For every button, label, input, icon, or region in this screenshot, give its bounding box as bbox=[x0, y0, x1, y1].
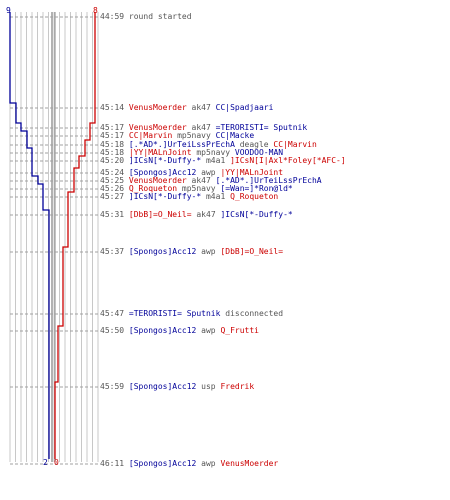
event-time: 45:17 bbox=[100, 123, 125, 132]
red-end-count: 0 bbox=[54, 458, 59, 467]
player-name: ]ICsN[*-Duffy-* bbox=[128, 156, 202, 165]
player-name: [Spongos]Acc12 bbox=[128, 326, 197, 335]
event-action: mp5navy bbox=[172, 131, 216, 140]
player-name: [Spongos]Acc12 bbox=[128, 247, 197, 256]
blue-end-count: 2 bbox=[43, 458, 48, 467]
event-time: 46:11 bbox=[100, 459, 125, 468]
player-name: Q_Roqueton bbox=[230, 192, 279, 201]
event-time: 45:18 bbox=[100, 148, 125, 157]
event-action: ak47 bbox=[186, 123, 216, 132]
player-name: =TERORISTI= Sputnik bbox=[215, 123, 308, 132]
event-time: 45:18 bbox=[100, 140, 125, 149]
event-row: 45:31 [DbB]=O_Neil= ak47 ]ICsN[*-Duffy-* bbox=[100, 210, 293, 219]
event-row: 45:27 ]ICsN[*-Duffy-* m4a1 Q_Roqueton bbox=[100, 192, 278, 201]
event-action: ak47 bbox=[186, 103, 216, 112]
event-row: 44:59 round started bbox=[100, 12, 192, 21]
player-name: VenusMoerder bbox=[220, 459, 279, 468]
player-name: [Spongos]Acc12 bbox=[128, 168, 197, 177]
event-row: 45:47 =TERORISTI= Sputnik disconnected bbox=[100, 309, 283, 318]
event-time: 45:47 bbox=[100, 309, 125, 318]
event-action: awp bbox=[196, 326, 221, 335]
player-name: CC|Spadjaari bbox=[215, 103, 274, 112]
event-time: 45:24 bbox=[100, 168, 125, 177]
event-row: 45:59 [Spongos]Acc12 usp Fredrik bbox=[100, 382, 254, 391]
player-name: Q_Frutti bbox=[220, 326, 259, 335]
player-name: Fredrik bbox=[220, 382, 255, 391]
player-name: |YY|MALnJoint bbox=[128, 148, 192, 157]
event-action: round started bbox=[128, 12, 192, 21]
event-time: 45:14 bbox=[100, 103, 125, 112]
player-name: [Spongos]Acc12 bbox=[128, 382, 197, 391]
event-time: 45:50 bbox=[100, 326, 125, 335]
event-time: 45:26 bbox=[100, 184, 125, 193]
event-action: ak47 bbox=[191, 210, 221, 219]
event-row: 45:17 CC|Marvin mp5navy CC|Macke bbox=[100, 131, 254, 140]
event-row: 45:18 [.*AD*.]UrTeiLssPrEchA deagle CC|M… bbox=[100, 140, 317, 149]
red-start-count: 8 bbox=[93, 6, 98, 15]
event-time: 45:59 bbox=[100, 382, 125, 391]
event-row: 45:37 [Spongos]Acc12 awp [DbB]=O_Neil= bbox=[100, 247, 283, 256]
event-row: 45:26 Q_Roqueton mp5navy [=Wan=]*Ron@ld* bbox=[100, 184, 293, 193]
event-row: 45:50 [Spongos]Acc12 awp Q_Frutti bbox=[100, 326, 259, 335]
player-name: [.*AD*.]UrTeiLssPrEchA bbox=[128, 140, 235, 149]
player-name: ]ICsN[I|Axl*Foley[*AFC-] bbox=[230, 156, 346, 165]
event-time: 44:59 bbox=[100, 12, 125, 21]
player-name: [Spongos]Acc12 bbox=[128, 459, 197, 468]
event-action: usp bbox=[196, 382, 221, 391]
event-action: m4a1 bbox=[201, 156, 231, 165]
event-row: 45:14 VenusMoerder ak47 CC|Spadjaari bbox=[100, 103, 273, 112]
blue-start-count: 9 bbox=[6, 6, 11, 15]
player-name: |YY|MALnJoint bbox=[220, 168, 284, 177]
event-row: 45:18 |YY|MALnJoint mp5navy VOODOO-MAN bbox=[100, 148, 283, 157]
event-action: ak47 bbox=[186, 176, 216, 185]
event-action: deagle bbox=[234, 140, 274, 149]
event-action: disconnected bbox=[220, 309, 284, 318]
event-action: awp bbox=[196, 247, 221, 256]
event-row: 45:17 VenusMoerder ak47 =TERORISTI= Sput… bbox=[100, 123, 307, 132]
player-name: =TERORISTI= Sputnik bbox=[128, 309, 221, 318]
player-name: VenusMoerder bbox=[128, 176, 187, 185]
event-time: 45:37 bbox=[100, 247, 125, 256]
event-action: mp5navy bbox=[191, 148, 235, 157]
event-row: 45:25 VenusMoerder ak47 [.*AD*.]UrTeiLss… bbox=[100, 176, 322, 185]
player-name: VenusMoerder bbox=[128, 123, 187, 132]
event-row: 45:24 [Spongos]Acc12 awp |YY|MALnJoint bbox=[100, 168, 283, 177]
blue-team-count-line bbox=[9, 12, 50, 459]
event-action: m4a1 bbox=[201, 192, 231, 201]
event-row: 45:20 ]ICsN[*-Duffy-* m4a1 ]ICsN[I|Axl*F… bbox=[100, 156, 346, 165]
event-time: 45:25 bbox=[100, 176, 125, 185]
player-name: ]ICsN[*-Duffy-* bbox=[128, 192, 202, 201]
red-team-count-line bbox=[54, 12, 96, 459]
player-name: [DbB]=O_Neil= bbox=[220, 247, 284, 256]
player-name: ]ICsN[*-Duffy-* bbox=[220, 210, 293, 219]
player-name: VOODOO-MAN bbox=[234, 148, 284, 157]
player-name: VenusMoerder bbox=[128, 103, 187, 112]
player-name: [=Wan=]*Ron@ld* bbox=[220, 184, 293, 193]
event-time: 45:31 bbox=[100, 210, 125, 219]
event-action: mp5navy bbox=[177, 184, 221, 193]
player-name: CC|Marvin bbox=[128, 131, 173, 140]
player-name: CC|Marvin bbox=[273, 140, 317, 149]
event-time: 45:17 bbox=[100, 131, 125, 140]
event-time: 45:20 bbox=[100, 156, 125, 165]
player-name: [.*AD*.]UrTeiLssPrEchA bbox=[215, 176, 322, 185]
player-name: CC|Macke bbox=[215, 131, 255, 140]
event-row: 46:11 [Spongos]Acc12 awp VenusMoerder bbox=[100, 459, 278, 468]
event-time: 45:27 bbox=[100, 192, 125, 201]
player-name: [DbB]=O_Neil= bbox=[128, 210, 192, 219]
event-action: awp bbox=[196, 168, 221, 177]
player-name: Q_Roqueton bbox=[128, 184, 178, 193]
event-action: awp bbox=[196, 459, 221, 468]
